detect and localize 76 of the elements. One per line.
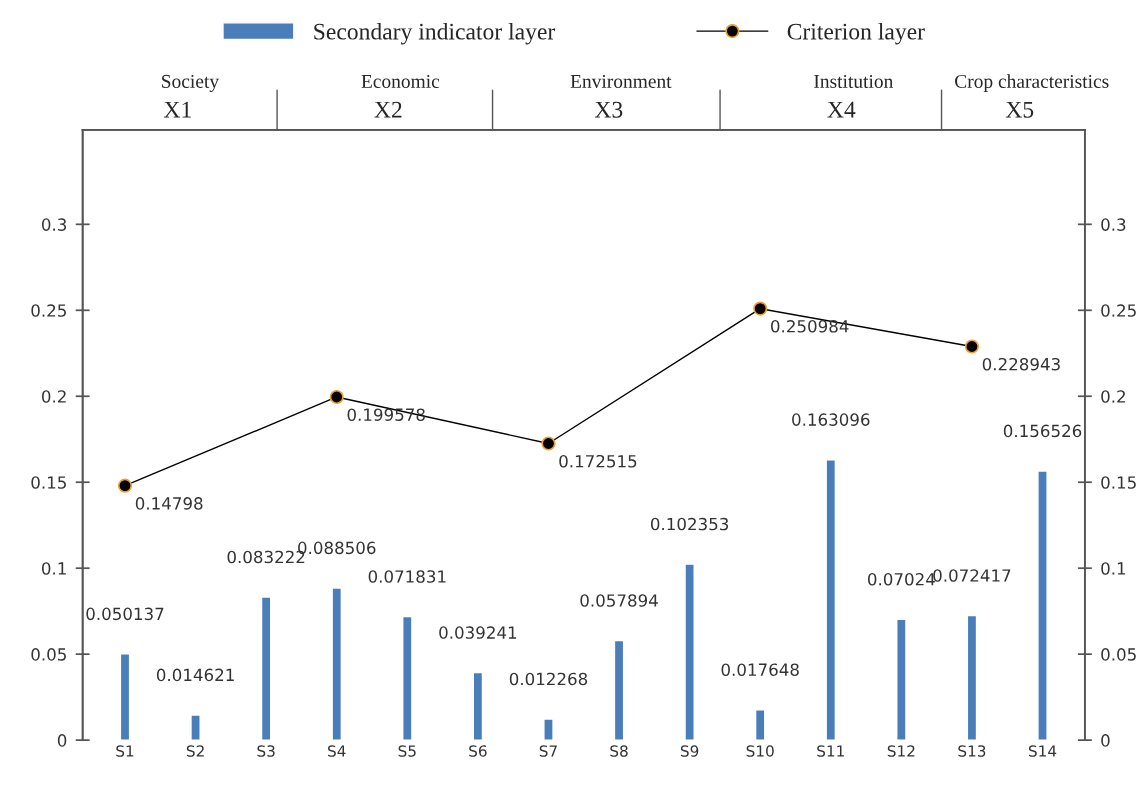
data-label: 0.039241 <box>439 626 517 639</box>
point <box>329 389 344 405</box>
data-label: 0.050137 <box>86 607 164 621</box>
y-tick-label: 0.1 <box>41 562 66 575</box>
bar <box>543 718 554 741</box>
text: Economic <box>361 74 440 88</box>
bar <box>1037 470 1048 741</box>
x-tick-label: S14 <box>1028 745 1057 757</box>
y-tick-label: 0.15 <box>31 476 66 489</box>
bar <box>754 709 766 741</box>
data-label: 0.250984 <box>771 320 849 333</box>
x-tick-label: S4 <box>328 745 346 757</box>
x-tick-label: S3 <box>257 745 275 757</box>
bar <box>260 596 272 741</box>
data-label: 0.172515 <box>559 454 637 468</box>
bar <box>331 587 343 741</box>
text: X5 <box>1005 101 1034 118</box>
x-tick-label: S13 <box>958 745 986 757</box>
bar <box>472 671 484 741</box>
text: X2 <box>374 101 402 118</box>
text: Institution <box>814 74 894 88</box>
x-tick-label: S12 <box>887 745 915 757</box>
legend-label: Criterion layer <box>787 23 925 45</box>
y-tick-label: 0.25 <box>31 304 66 317</box>
point <box>753 301 768 316</box>
x-tick-label: S5 <box>398 745 416 757</box>
y2-tick-label: 0.05 <box>1101 648 1136 661</box>
legend-label: Secondary indicator layer <box>314 23 556 45</box>
y-tick-label: 0.3 <box>41 218 67 231</box>
x-tick-label: S9 <box>680 745 699 757</box>
x-tick-label: S2 <box>186 745 204 757</box>
text: Crop characteristics <box>955 74 1109 92</box>
bar <box>684 563 695 741</box>
y2-tick-label: 0.2 <box>1101 390 1125 403</box>
bar <box>825 459 837 741</box>
y-tick-label: 0.05 <box>31 648 66 661</box>
data-label: 0.228943 <box>982 357 1060 371</box>
data-label: 0.012268 <box>509 672 588 686</box>
bar <box>402 615 413 741</box>
y-tick-label: 0 <box>57 734 67 747</box>
data-label: 0.072417 <box>933 569 1011 582</box>
x-tick-label: S6 <box>469 745 487 757</box>
y2-tick-label: 0.15 <box>1101 476 1136 489</box>
point <box>541 436 556 451</box>
data-label: 0.017648 <box>721 663 799 676</box>
data-label: 0.07024 <box>868 572 935 586</box>
data-label: 0.057894 <box>580 594 658 607</box>
text: Society <box>162 74 219 92</box>
data-label: 0.071831 <box>368 570 446 583</box>
x-tick-label: S10 <box>746 745 774 757</box>
y2-tick-label: 0.25 <box>1101 304 1136 317</box>
bar <box>896 618 907 741</box>
x-tick-label: S8 <box>610 745 628 757</box>
point <box>964 339 980 354</box>
text: X4 <box>827 101 856 118</box>
text: Environment <box>570 74 672 88</box>
data-label: 0.102353 <box>650 517 729 531</box>
data-label: 0.014621 <box>156 668 234 682</box>
bar <box>966 614 978 741</box>
text: X3 <box>594 101 623 118</box>
bar <box>119 653 131 741</box>
data-label: 0.156526 <box>1003 424 1082 438</box>
data-label: 0.199578 <box>347 408 425 421</box>
bar <box>613 639 625 741</box>
data-label: 0.163096 <box>792 413 870 426</box>
bar <box>190 714 201 741</box>
point <box>117 478 133 493</box>
y2-tick-label: 0.1 <box>1101 562 1126 575</box>
y2-tick-label: 0 <box>1101 734 1110 747</box>
y-tick-label: 0.2 <box>41 390 66 403</box>
y2-tick-label: 0.3 <box>1101 218 1126 231</box>
x-tick-label: S11 <box>817 745 844 757</box>
x-tick-label: S1 <box>116 745 134 757</box>
x-tick-label: S7 <box>539 745 557 757</box>
text: X1 <box>163 101 191 118</box>
data-label: 0.14798 <box>135 497 203 510</box>
